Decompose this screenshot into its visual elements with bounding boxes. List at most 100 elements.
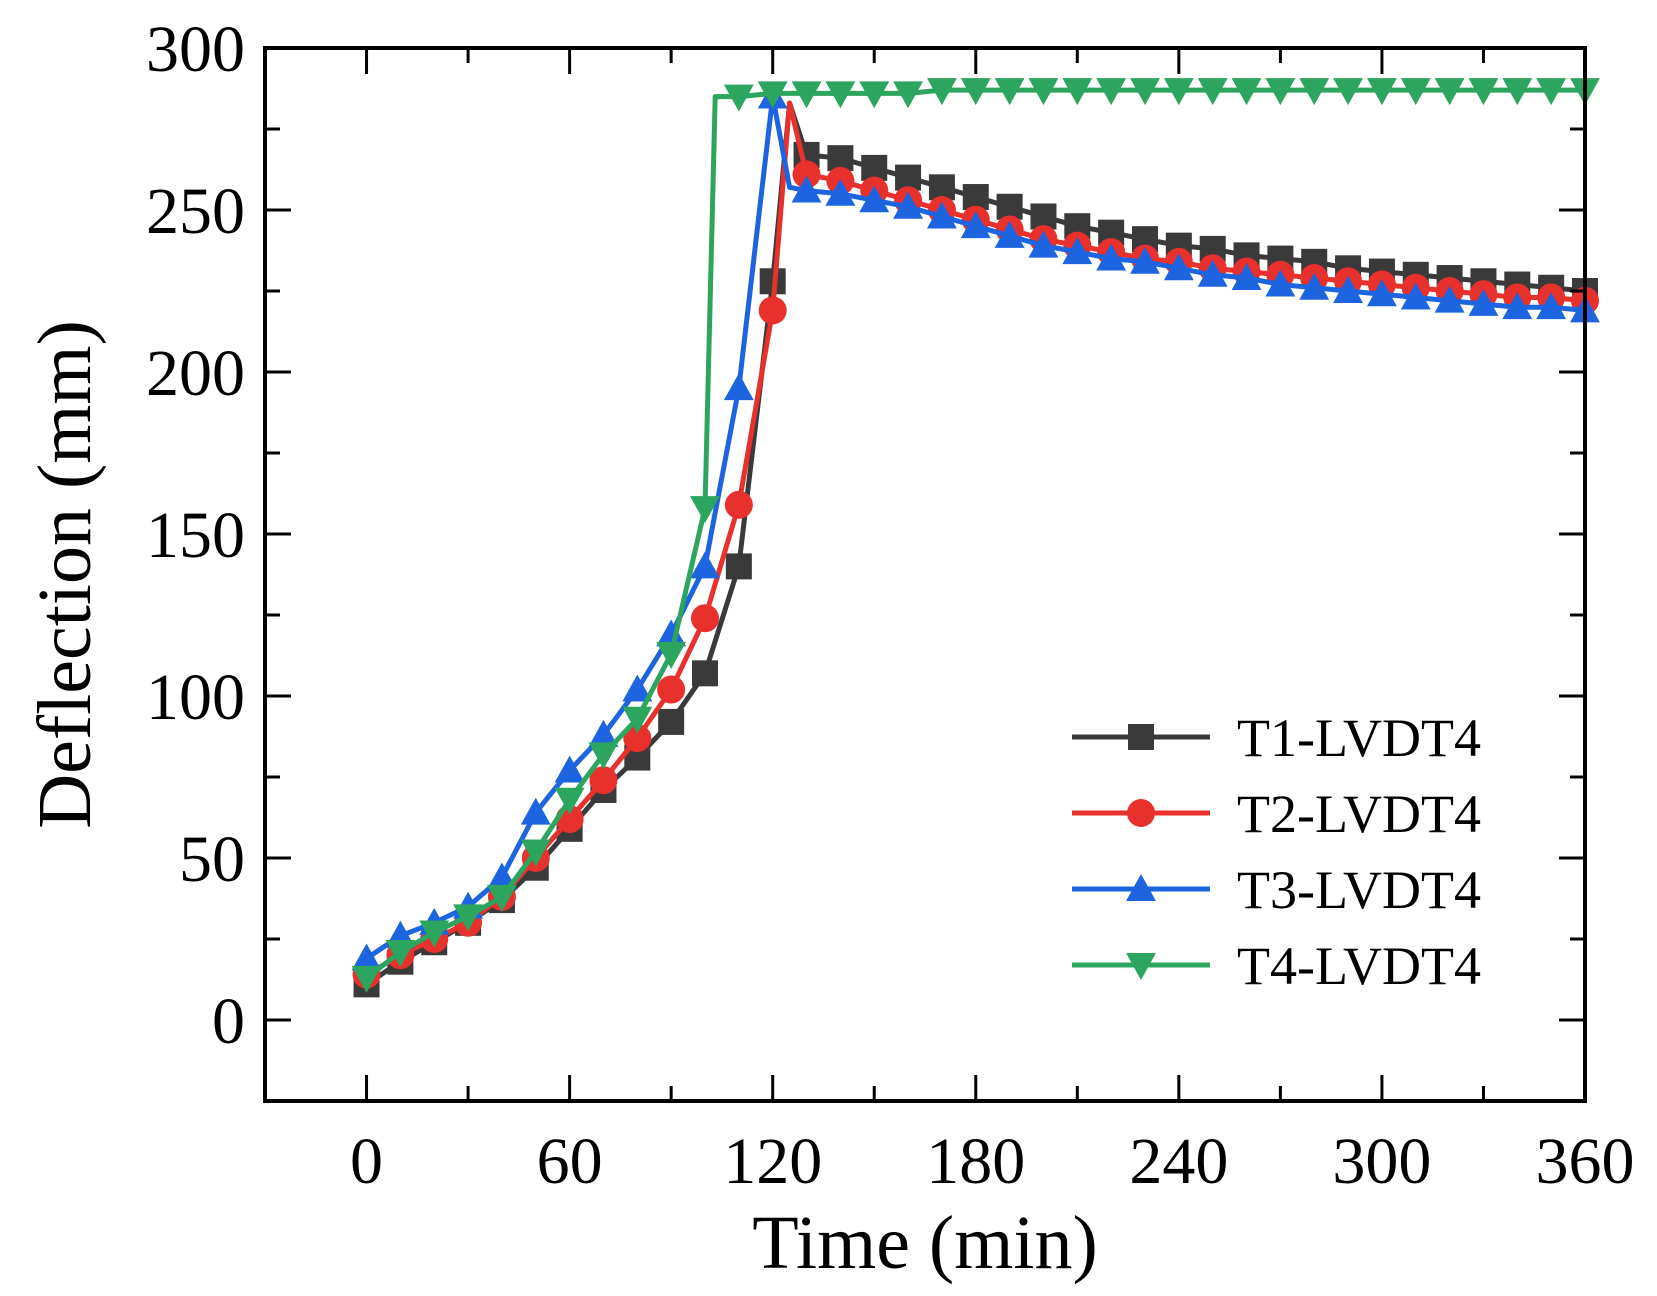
data-point	[1434, 78, 1465, 106]
data-point	[825, 81, 856, 109]
x-tick-label: 0	[350, 1125, 383, 1198]
data-point	[1231, 78, 1262, 106]
data-point	[1400, 78, 1431, 106]
x-tick-label: 60	[537, 1125, 603, 1198]
data-point	[893, 81, 924, 109]
x-tick-label: 360	[1536, 1125, 1635, 1198]
x-tick-label: 240	[1129, 1125, 1228, 1198]
data-point	[893, 191, 924, 219]
data-point	[960, 78, 991, 106]
data-point	[1502, 292, 1533, 320]
y-tick-label: 150	[146, 499, 245, 572]
data-point	[928, 174, 955, 201]
data-point	[486, 884, 517, 912]
data-point	[859, 81, 890, 109]
legend-marker	[1127, 799, 1155, 827]
data-point	[1333, 276, 1364, 303]
data-point	[1028, 78, 1059, 106]
data-point	[861, 154, 888, 181]
data-point	[1468, 289, 1499, 316]
y-axis-title: Deflection (mm)	[23, 320, 107, 829]
data-point	[622, 706, 653, 734]
data-point	[1400, 282, 1431, 310]
data-point	[658, 708, 685, 735]
data-point	[758, 296, 787, 325]
y-tick-label: 50	[179, 823, 245, 896]
y-tick-label: 250	[146, 175, 245, 248]
data-point	[895, 164, 922, 191]
data-point	[589, 766, 618, 795]
axis-ticks	[263, 46, 1587, 1103]
y-tick-label: 100	[146, 661, 245, 734]
legend-marker	[1128, 724, 1154, 750]
data-point	[690, 551, 720, 579]
data-point	[554, 755, 585, 783]
data-point	[827, 145, 854, 172]
data-point	[385, 940, 416, 967]
data-point	[1163, 78, 1194, 106]
data-point	[692, 660, 718, 687]
legend-label: T2-LVDT4	[1237, 784, 1481, 844]
data-point	[1096, 243, 1127, 271]
data-point	[825, 178, 856, 206]
data-point	[1299, 78, 1330, 106]
data-point	[1434, 285, 1465, 313]
data-point	[724, 490, 753, 519]
data-point	[723, 84, 754, 112]
data-point	[520, 839, 551, 867]
data-point	[1028, 230, 1059, 258]
data-point	[960, 211, 991, 239]
legend-item: T3-LVDT4	[1072, 860, 1481, 920]
data-point	[690, 496, 720, 524]
data-point	[622, 674, 653, 702]
data-point	[1502, 78, 1533, 106]
y-tick-label: 200	[146, 337, 245, 410]
data-point	[1333, 78, 1364, 106]
data-point	[657, 675, 686, 704]
legend-item: T4-LVDT4	[1072, 936, 1481, 996]
data-point	[656, 641, 687, 669]
x-axis-title: Time (min)	[752, 1201, 1098, 1285]
data-point	[1231, 263, 1262, 290]
data-point	[725, 553, 752, 580]
data-point	[1265, 78, 1296, 106]
data-point	[1536, 292, 1567, 320]
data-point	[962, 184, 989, 211]
data-point	[1197, 259, 1228, 287]
data-point	[1130, 78, 1160, 106]
data-point	[351, 965, 382, 993]
data-point	[486, 862, 517, 890]
data-point	[691, 604, 719, 633]
data-point	[1163, 253, 1194, 281]
data-point	[994, 220, 1025, 248]
series-group	[351, 78, 1600, 998]
data-point	[453, 904, 484, 932]
data-point	[926, 78, 957, 106]
data-point	[757, 81, 788, 109]
data-point	[1468, 78, 1499, 106]
data-point	[1197, 78, 1228, 106]
data-point	[1062, 237, 1093, 265]
legend-item: T2-LVDT4	[1072, 784, 1481, 844]
data-point	[1130, 246, 1160, 274]
data-point	[792, 160, 821, 189]
data-point	[791, 81, 822, 109]
data-point	[996, 193, 1023, 220]
data-point	[1366, 78, 1397, 106]
data-point	[1030, 203, 1057, 230]
data-point	[791, 175, 822, 203]
data-point	[1265, 269, 1296, 297]
data-point	[656, 619, 687, 647]
data-point	[1096, 78, 1127, 106]
legend-label: T1-LVDT4	[1237, 708, 1481, 768]
data-point	[1062, 78, 1093, 106]
y-tick-label: 300	[146, 13, 245, 86]
data-point	[1366, 279, 1397, 307]
data-point	[419, 920, 450, 948]
data-point	[554, 787, 585, 815]
data-point	[588, 742, 619, 770]
plot-frame	[263, 46, 1587, 1103]
legend-marker	[1126, 874, 1156, 901]
data-point	[859, 185, 890, 213]
